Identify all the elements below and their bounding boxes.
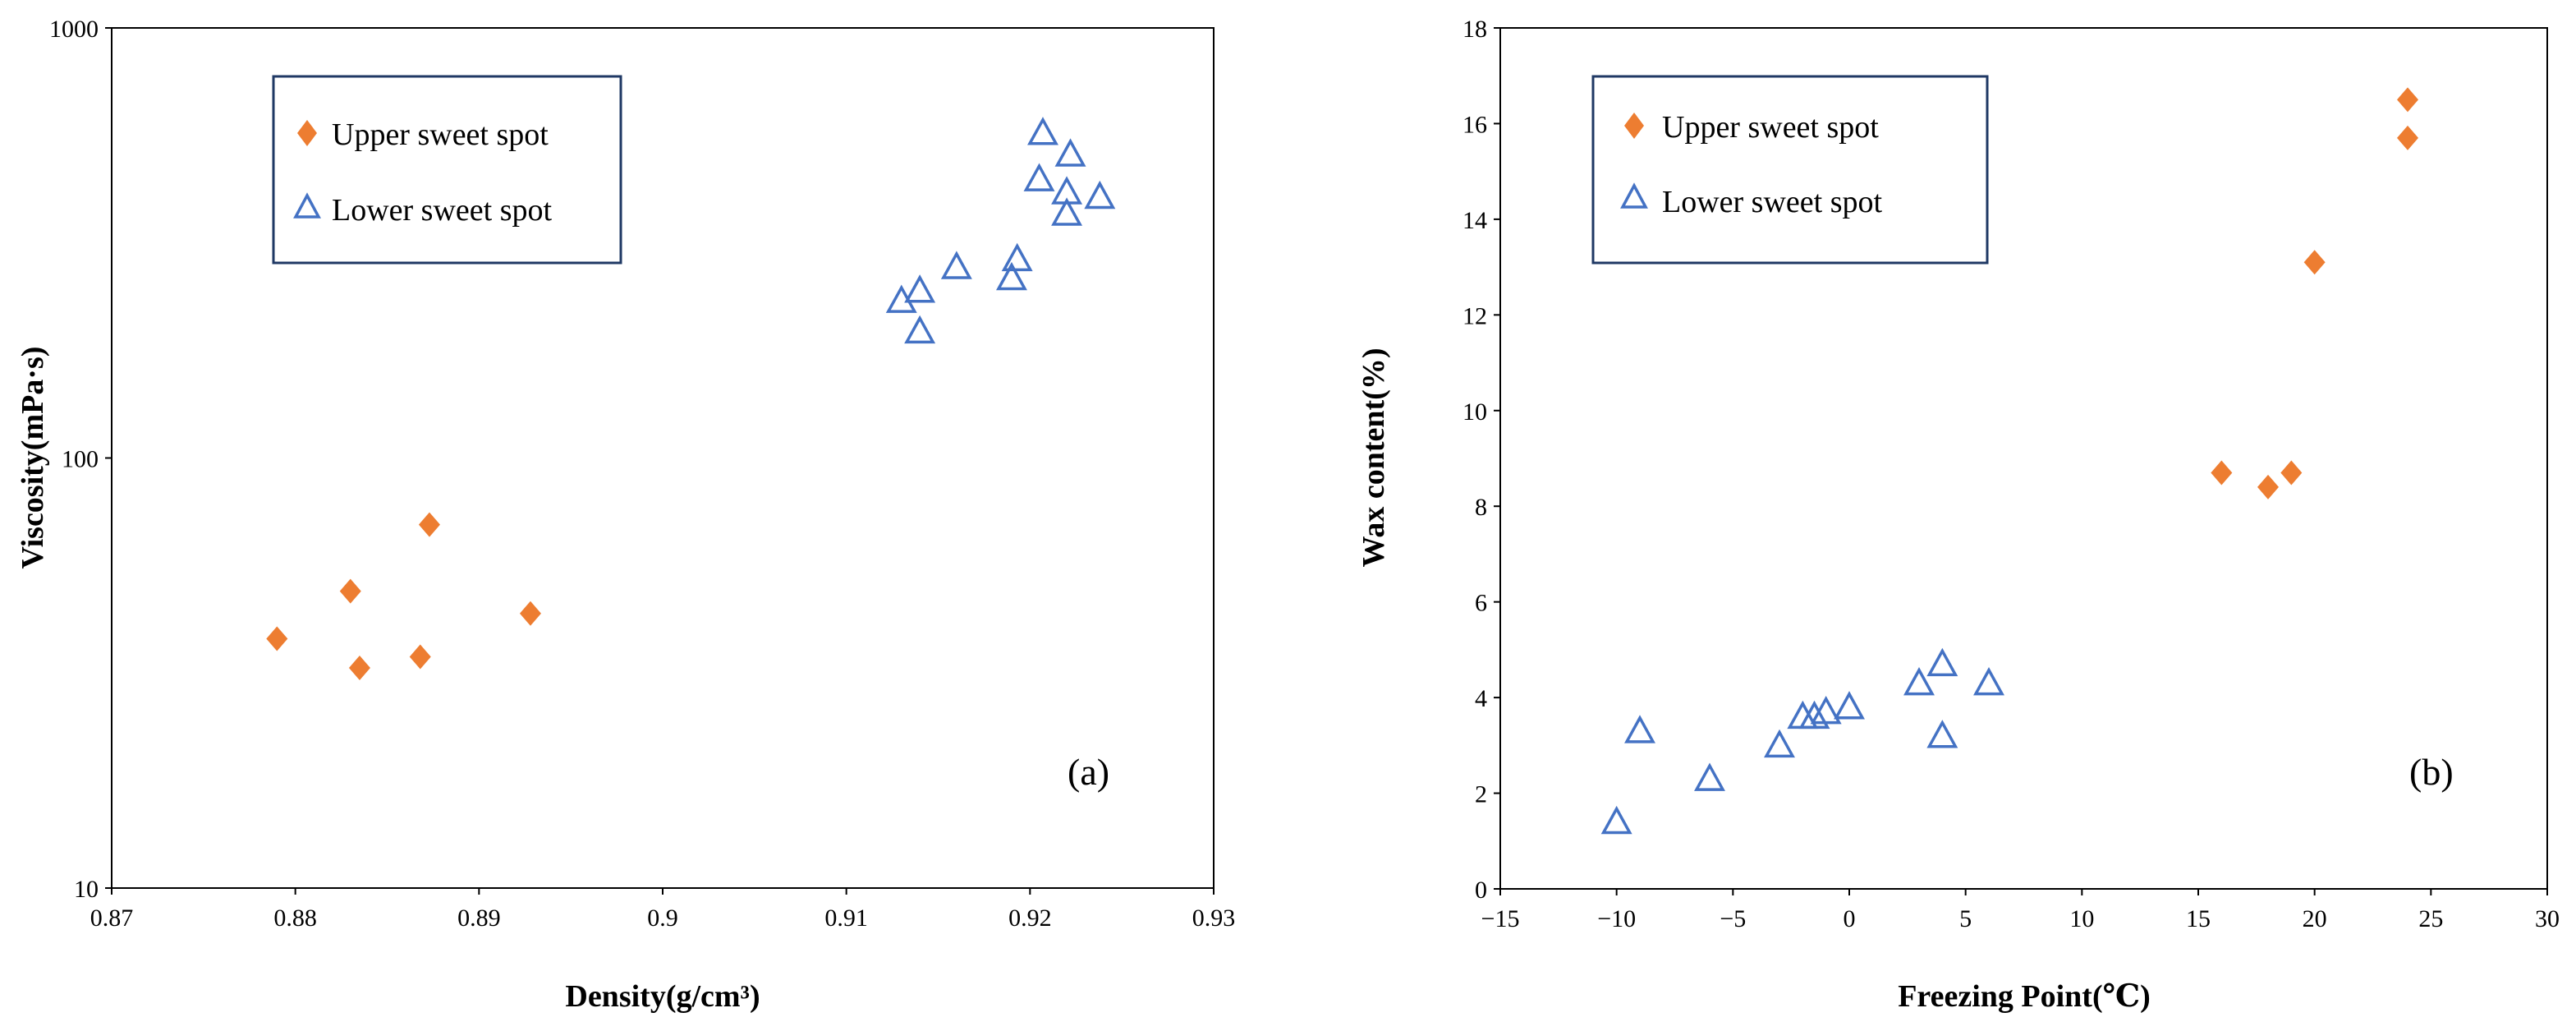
- y-tick-labels: 0 2 4 6 8 10 12 14 16 18: [1462, 16, 1500, 904]
- x-tick-label: 0.92: [1008, 904, 1052, 932]
- panel-label-a: (a): [1068, 751, 1109, 793]
- x-tick-label: 5: [1959, 905, 1972, 932]
- chart-panel-a: 0.87 0.88 0.89 0.9 0.91 0.92 0.93 10 100 1000 De…: [16, 16, 1235, 1014]
- y-tick-label: 4: [1475, 685, 1487, 712]
- legend: Upper sweet spot Lower sweet spot: [272, 75, 622, 265]
- legend-upper-label: Upper sweet spot: [332, 117, 549, 152]
- x-tick-label: 30: [2535, 905, 2560, 932]
- x-tick-label: −15: [1481, 905, 1520, 932]
- lower-sweet-spot-point: [1624, 715, 1655, 743]
- upper-sweet-spot-point: [339, 578, 361, 604]
- lower-sweet-spot-point: [1054, 138, 1086, 167]
- legend-box: [1591, 75, 1989, 265]
- lower-sweet-spot-point: [1926, 720, 1958, 748]
- legend-triangle-marker: [293, 192, 321, 219]
- y-tick-label: 0: [1475, 877, 1487, 904]
- chart-panel-b: −15 −10 −5 0 5 10 15 20 25 30 0 2 4 6 8 10 12 14 16 18 Fre…: [1357, 16, 2560, 1014]
- x-tick-label: 0.9: [647, 904, 678, 932]
- lower-sweet-spot-point: [904, 315, 936, 344]
- y-tick-label: 10: [74, 876, 99, 903]
- upper-sweet-spot-point: [418, 512, 440, 537]
- lower-sweet-spot-point: [1084, 180, 1116, 209]
- y-axis-title: Wax content(%): [1357, 348, 1391, 567]
- upper-sweet-spot-point: [348, 656, 370, 681]
- legend-upper-label: Upper sweet spot: [1662, 110, 1879, 145]
- lower-sweet-spot-point: [1903, 667, 1935, 696]
- lower-sweet-spot-point: [1023, 163, 1055, 191]
- upper-sweet-spot-point: [2211, 460, 2233, 486]
- x-tick-label: 0.89: [457, 904, 501, 932]
- upper-sweet-spot-point: [2303, 250, 2326, 275]
- upper-sweet-spot-point: [2257, 474, 2279, 499]
- lower-sweet-spot-point: [1810, 695, 1842, 725]
- y-tick-label: 1000: [49, 16, 99, 43]
- x-tick-label: 10: [2069, 905, 2094, 932]
- y-tick-label: 16: [1462, 111, 1487, 138]
- legend: Upper sweet spot Lower sweet spot: [1591, 75, 1989, 265]
- lower-sweet-spot-point: [1694, 762, 1725, 791]
- panel-label-b: (b): [2409, 751, 2454, 793]
- y-tick-label: 6: [1475, 590, 1487, 617]
- y-tick-label: 12: [1462, 302, 1487, 329]
- legend-diamond-marker: [1624, 113, 1644, 139]
- data-points: [1600, 87, 2418, 835]
- legend-diamond-marker: [297, 120, 317, 146]
- lower-sweet-spot-point: [1764, 729, 1795, 758]
- y-tick-label: 14: [1462, 207, 1487, 234]
- y-tick-label: 18: [1462, 16, 1487, 43]
- legend-lower-label: Lower sweet spot: [332, 193, 552, 228]
- y-axis-title: Viscosity(mPa·s): [16, 347, 50, 569]
- lower-sweet-spot-point: [1051, 197, 1083, 226]
- lower-sweet-spot-point: [1973, 667, 2004, 696]
- legend-box: [272, 75, 622, 265]
- legend-lower-label: Lower sweet spot: [1662, 185, 1882, 219]
- x-tick-label: 20: [2303, 905, 2327, 932]
- y-tick-labels: 10 100 1000: [49, 16, 112, 903]
- upper-sweet-spot-point: [2280, 460, 2303, 486]
- x-tick-label: 25: [2418, 905, 2443, 932]
- lower-sweet-spot-point: [904, 274, 936, 303]
- lower-sweet-spot-point: [1051, 176, 1083, 205]
- plot-frame: [1499, 27, 2548, 890]
- x-tick-label: 0.87: [90, 904, 134, 932]
- upper-sweet-spot-point: [409, 644, 431, 670]
- lower-sweet-spot-point: [1834, 691, 1865, 720]
- upper-sweet-spot-point: [2397, 125, 2418, 150]
- lower-sweet-spot-point: [1600, 805, 1632, 835]
- y-tick-label: 100: [62, 446, 99, 473]
- y-tick-label: 10: [1462, 398, 1487, 426]
- x-tick-label: −10: [1597, 905, 1636, 932]
- x-tick-label: 0.93: [1192, 904, 1236, 932]
- lower-sweet-spot-point: [1798, 700, 1830, 730]
- data-points: [266, 117, 1116, 681]
- x-tick-label: 0: [1844, 905, 1856, 932]
- upper-sweet-spot-point: [519, 601, 541, 626]
- lower-sweet-spot-point: [996, 261, 1027, 291]
- x-tick-label: 0.91: [824, 904, 868, 932]
- x-tick-labels: −15 −10 −5 0 5 10 15 20 25 30: [1481, 889, 2560, 932]
- lower-sweet-spot-point: [1027, 117, 1058, 145]
- x-tick-label: 0.88: [273, 904, 317, 932]
- x-axis-title: Density(g/cm³): [565, 979, 760, 1014]
- lower-sweet-spot-point: [940, 251, 972, 279]
- upper-sweet-spot-point: [266, 626, 288, 651]
- legend-triangle-marker: [1620, 182, 1648, 209]
- x-tick-labels: 0.87 0.88 0.89 0.9 0.91 0.92 0.93: [90, 888, 1236, 932]
- lower-sweet-spot-point: [1926, 647, 1958, 677]
- upper-sweet-spot-point: [2397, 87, 2418, 113]
- x-axis-title: Freezing Point(℃): [1898, 979, 2151, 1014]
- y-tick-label: 8: [1475, 494, 1487, 521]
- y-tick-label: 2: [1475, 781, 1487, 808]
- lower-sweet-spot-point: [1001, 242, 1033, 272]
- x-tick-label: −5: [1720, 905, 1746, 932]
- x-tick-label: 15: [2186, 905, 2211, 932]
